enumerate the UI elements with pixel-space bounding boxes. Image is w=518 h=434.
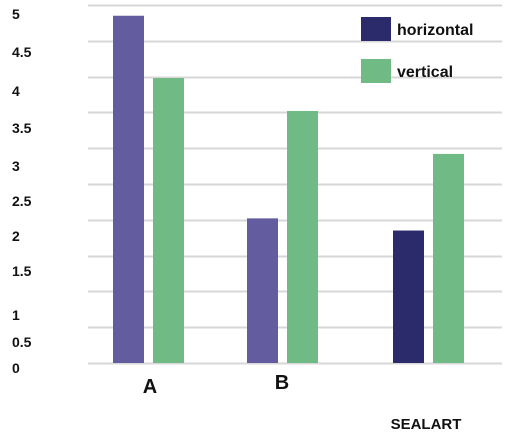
y-tick-label-3.5: 3.5 [12,120,32,136]
bar-vertical-B [287,110,318,363]
bars [113,15,464,364]
category-label-SEALART: SEALART [391,416,462,433]
bar-horizontal-SEALART [393,230,424,363]
y-tick-label-4: 4 [12,83,20,99]
bar-vertical-A [153,78,184,364]
y-tick-label-0: 0 [12,360,20,376]
legend-label-vertical: vertical [397,64,453,81]
y-tick-label-2: 2 [12,228,20,244]
category-label-B: B [275,372,289,394]
category-label-A: A [143,376,157,398]
y-tick-label-5: 5 [12,6,20,22]
x-axis-category-labels: A B SEALART [143,372,462,433]
y-axis-tick-labels: 0 0.5 1 1.5 2 2.5 3 3.5 4 4.5 5 [12,6,32,376]
legend: horizontal vertical [361,17,473,83]
legend-swatch-vertical [361,59,391,83]
y-tick-label-4.5: 4.5 [12,44,32,60]
bar-horizontal-B [247,218,278,363]
bar-horizontal-A [113,15,144,364]
y-tick-label-1.5: 1.5 [12,263,32,279]
legend-swatch-horizontal [361,17,391,41]
y-tick-label-0.5: 0.5 [12,334,32,350]
y-tick-label-3: 3 [12,158,20,174]
y-tick-label-2.5: 2.5 [12,193,32,209]
legend-label-horizontal: horizontal [397,22,473,39]
bar-vertical-SEALART [433,153,464,363]
y-tick-label-1: 1 [12,307,20,323]
